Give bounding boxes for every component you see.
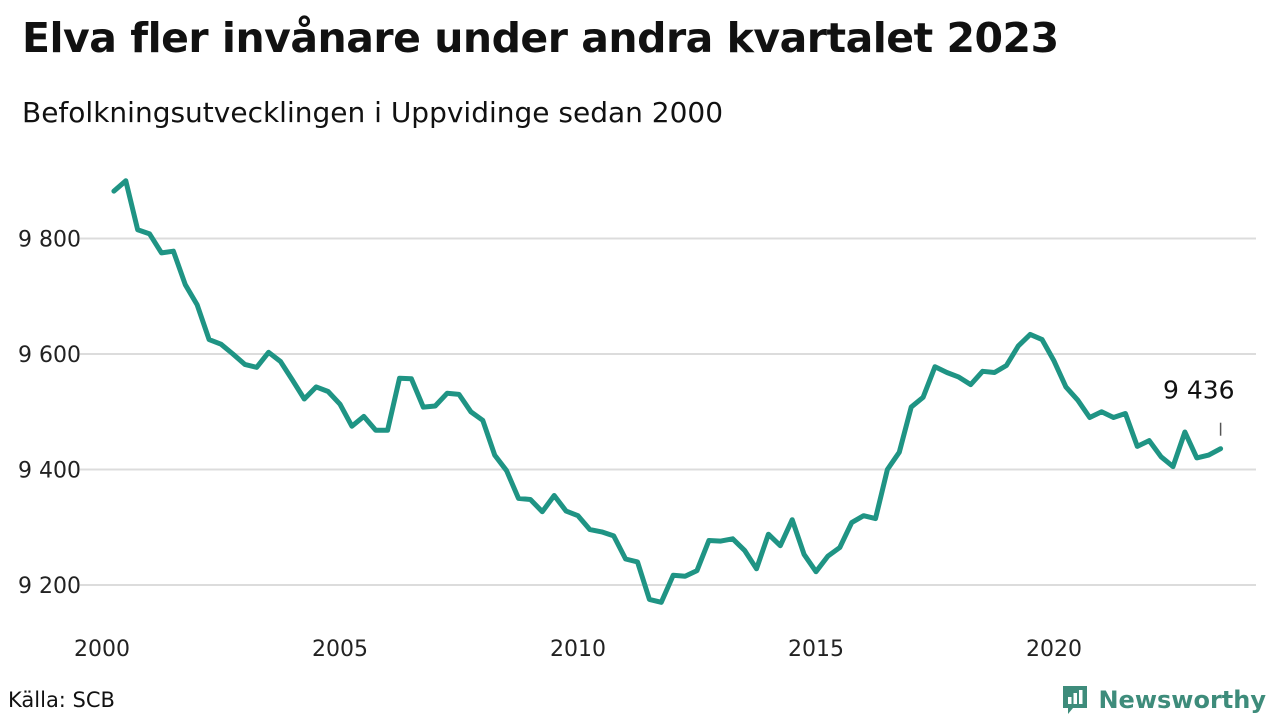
chart-subtitle: Befolkningsutvecklingen i Uppvidinge sed… [22, 96, 724, 129]
y-tick-label: 9 200 [18, 574, 81, 599]
x-tick-label: 2005 [312, 637, 368, 662]
x-axis-ticks: 2000 2005 2010 2015 2020 [74, 637, 1082, 662]
brand-name: Newsworthy [1098, 686, 1266, 714]
line-chart: 9 200 9 400 9 600 9 800 2000 2005 2010 2015 202… [18, 178, 1256, 662]
series-line [111, 178, 1224, 605]
x-tick-label: 2010 [550, 637, 606, 662]
gridlines [80, 237, 1256, 586]
x-tick-label: 2000 [74, 637, 130, 662]
x-tick-label: 2015 [788, 637, 844, 662]
brand-logo: Newsworthy [1060, 683, 1266, 717]
chart-title: Elva fler invånare under andra kvartalet… [22, 14, 1059, 62]
y-tick-label: 9 800 [18, 228, 81, 253]
x-tick-label: 2020 [1026, 637, 1082, 662]
y-tick-label: 9 600 [18, 343, 81, 368]
last-value-label: 9 436 [1163, 376, 1235, 405]
series-line-group [111, 178, 1224, 605]
source-note: Källa: SCB [8, 688, 115, 712]
newsworthy-icon [1063, 686, 1088, 714]
y-tick-label: 9 400 [18, 459, 81, 484]
annotation-group: 9 436 [1163, 376, 1235, 436]
y-axis-ticks: 9 200 9 400 9 600 9 800 [18, 228, 81, 600]
